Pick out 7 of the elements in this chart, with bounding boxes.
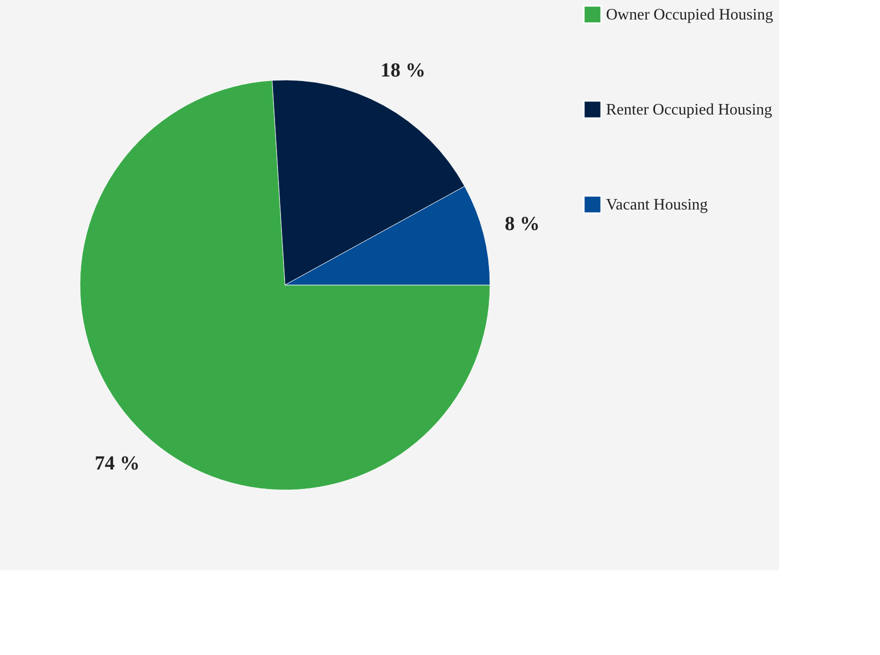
legend-label: Vacant Housing <box>606 196 708 214</box>
data-label: 8 % <box>504 213 540 236</box>
data-label: 74 % <box>94 452 140 475</box>
data-label: 18 % <box>380 59 426 82</box>
legend-label: Owner Occupied Housing <box>606 6 774 24</box>
legend-label: Renter Occupied Housing <box>606 102 772 118</box>
pie-slice <box>80 80 490 490</box>
